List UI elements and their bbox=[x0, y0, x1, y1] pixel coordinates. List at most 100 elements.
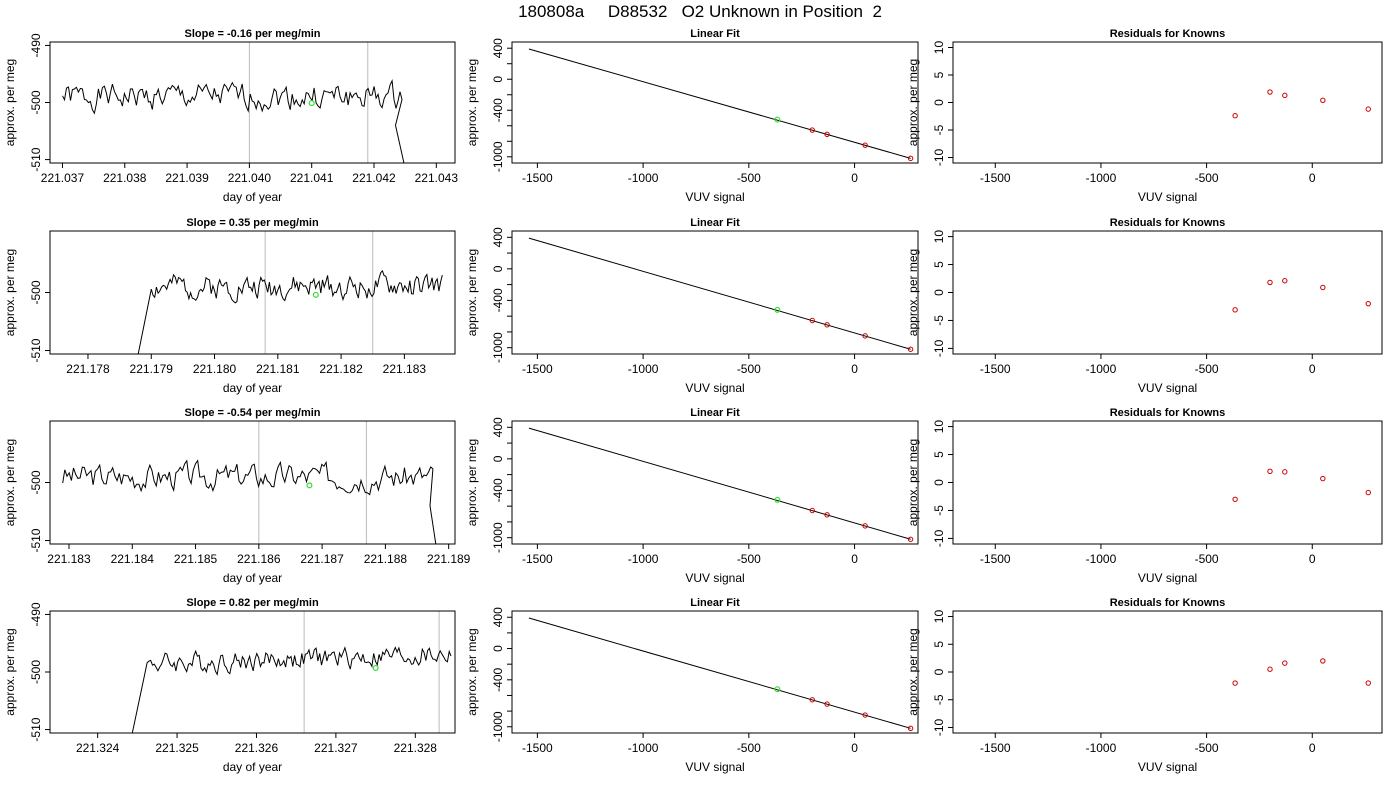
plot-area bbox=[528, 48, 914, 162]
known-point bbox=[1320, 97, 1326, 104]
y-tick-label: 400 bbox=[491, 417, 505, 437]
fit-line bbox=[528, 617, 911, 729]
y-tick-label: 400 bbox=[491, 38, 505, 58]
unknown-point bbox=[774, 686, 781, 693]
x-tick-label: 0 bbox=[1309, 552, 1316, 566]
plot-frame bbox=[952, 41, 1383, 164]
plot-frame bbox=[511, 230, 919, 355]
plot-area bbox=[1232, 89, 1371, 119]
x-tick-label: -500 bbox=[1195, 741, 1219, 755]
known-point bbox=[1232, 680, 1238, 686]
x-tick-label: 221.180 bbox=[193, 362, 237, 376]
x-tick-label: -1500 bbox=[980, 552, 1011, 566]
y-axis-label: approx. per meg bbox=[465, 59, 479, 146]
x-tick-label: 221.037 bbox=[41, 171, 85, 185]
x-tick-label: -1000 bbox=[628, 171, 659, 185]
panel-1-2: Linear Fit VUV signal approx. per meg -1500… bbox=[465, 28, 919, 204]
y-axis-label: approx. per meg bbox=[906, 249, 920, 336]
x-tick-label: 221.186 bbox=[237, 552, 281, 566]
panel-title: Slope = -0.16 per meg/min bbox=[184, 28, 320, 40]
y-tick-label: 10 bbox=[932, 41, 946, 55]
known-point bbox=[1267, 468, 1273, 475]
known-point bbox=[1320, 475, 1326, 482]
known-point bbox=[1365, 300, 1371, 307]
x-tick-label: 221.178 bbox=[66, 362, 110, 376]
y-tick-label: -400 bbox=[491, 667, 505, 691]
x-tick-label: -1500 bbox=[980, 362, 1011, 376]
unknown-point bbox=[308, 100, 315, 107]
y-tick-label: -400 bbox=[491, 478, 505, 502]
panel-3-3: Residuals for Knowns VUV signal approx. pe… bbox=[906, 407, 1383, 585]
y-tick-label: 400 bbox=[491, 607, 505, 627]
x-axis-label: day of year bbox=[223, 190, 282, 204]
x-axis-label: day of year bbox=[223, 381, 282, 395]
x-tick-label: 221.183 bbox=[383, 362, 427, 376]
x-tick-label: -500 bbox=[737, 362, 761, 376]
x-tick-label: -1500 bbox=[522, 362, 553, 376]
y-tick-label: 0 bbox=[491, 265, 505, 272]
plot-area bbox=[131, 611, 452, 733]
x-axis-label: VUV signal bbox=[685, 571, 744, 585]
x-tick-label: -1000 bbox=[628, 362, 659, 376]
panel-title: Residuals for Knowns bbox=[1110, 407, 1226, 419]
plot-frame bbox=[49, 230, 456, 355]
plot-area bbox=[528, 427, 914, 542]
x-tick-label: 0 bbox=[851, 552, 858, 566]
known-point bbox=[1282, 469, 1288, 475]
y-tick-label: -5 bbox=[932, 124, 946, 135]
y-tick-label: -500 bbox=[29, 280, 43, 304]
y-tick-label: -400 bbox=[491, 288, 505, 312]
y-tick-label: 0 bbox=[932, 479, 946, 486]
panel-title: Slope = 0.35 per meg/min bbox=[186, 217, 319, 229]
y-tick-label: -10 bbox=[932, 718, 946, 736]
panel-4-3: Residuals for Knowns VUV signal approx. pe… bbox=[906, 597, 1383, 774]
y-axis-label: approx. per meg bbox=[3, 439, 17, 526]
known-point bbox=[1267, 279, 1273, 286]
fit-line bbox=[528, 237, 911, 350]
panel-2-2: Linear Fit VUV signal approx. per meg -1500… bbox=[465, 217, 919, 395]
known-point bbox=[1282, 660, 1288, 666]
known-point bbox=[1232, 113, 1238, 119]
x-axis-label: VUV signal bbox=[685, 381, 744, 395]
known-point bbox=[824, 131, 830, 138]
y-tick-label: 5 bbox=[932, 641, 946, 648]
plot-frame bbox=[49, 41, 456, 164]
plot-area bbox=[137, 231, 443, 354]
x-tick-label: 221.043 bbox=[415, 171, 459, 185]
signal-trace bbox=[131, 646, 452, 733]
x-axis-label: VUV signal bbox=[1138, 571, 1197, 585]
y-axis-label: approx. per meg bbox=[3, 59, 17, 146]
x-tick-label: 221.040 bbox=[228, 171, 272, 185]
plot-area bbox=[62, 42, 405, 163]
plot-area bbox=[528, 617, 914, 732]
plot-frame bbox=[511, 610, 919, 734]
plot-frame bbox=[511, 420, 919, 545]
x-tick-label: -500 bbox=[1195, 171, 1219, 185]
x-axis-label: VUV signal bbox=[685, 760, 744, 774]
known-point bbox=[862, 142, 868, 148]
known-point bbox=[907, 346, 914, 352]
x-tick-label: -500 bbox=[737, 171, 761, 185]
y-tick-label: -510 bbox=[29, 147, 43, 171]
y-tick-label: 10 bbox=[932, 420, 946, 434]
x-tick-label: 221.184 bbox=[111, 552, 155, 566]
y-axis-label: approx. per meg bbox=[906, 59, 920, 146]
y-tick-label: 10 bbox=[932, 610, 946, 624]
x-tick-label: -500 bbox=[1195, 362, 1219, 376]
x-tick-label: -500 bbox=[737, 552, 761, 566]
y-axis-label: approx. per meg bbox=[906, 439, 920, 526]
known-point bbox=[809, 127, 815, 133]
x-tick-label: 0 bbox=[851, 741, 858, 755]
y-tick-label: -510 bbox=[29, 528, 43, 552]
y-tick-label: -500 bbox=[29, 660, 43, 684]
panel-1-3: Residuals for Knowns VUV signal approx. pe… bbox=[906, 28, 1383, 204]
x-tick-label: -1000 bbox=[1086, 741, 1117, 755]
known-point bbox=[1320, 284, 1326, 291]
known-point bbox=[1365, 680, 1371, 686]
x-tick-label: 0 bbox=[851, 362, 858, 376]
known-point bbox=[1320, 658, 1326, 664]
unknown-point bbox=[774, 116, 781, 123]
panel-title: Residuals for Knowns bbox=[1110, 597, 1226, 609]
x-tick-label: 221.182 bbox=[319, 362, 363, 376]
